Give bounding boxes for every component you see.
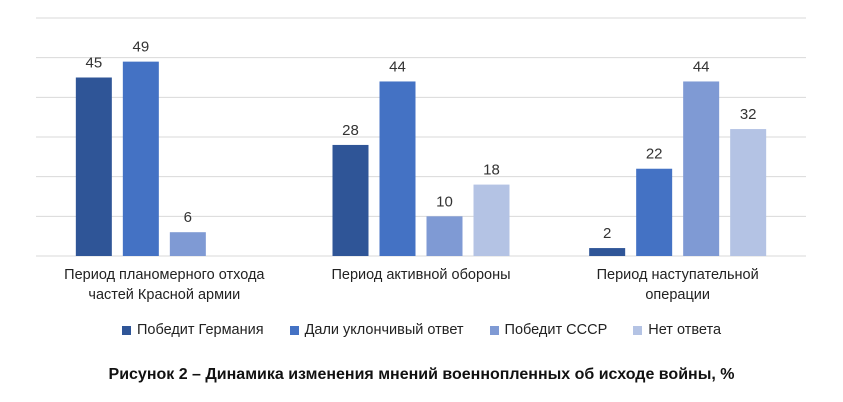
data-label: 6 bbox=[184, 209, 192, 226]
legend: Победит Германия Дали уклончивый ответ Поб… bbox=[0, 318, 843, 342]
data-label: 32 bbox=[740, 106, 757, 123]
data-label: 44 bbox=[389, 58, 406, 75]
bar bbox=[379, 81, 416, 256]
legend-item: Дали уклончивый ответ bbox=[289, 322, 464, 338]
legend-item: Нет ответа bbox=[633, 322, 721, 338]
bar bbox=[683, 81, 720, 256]
bars bbox=[75, 61, 767, 257]
data-label: 45 bbox=[85, 55, 102, 72]
legend-label: Победит Германия bbox=[136, 322, 264, 338]
gridlines bbox=[36, 17, 806, 257]
data-label: 28 bbox=[342, 122, 359, 139]
bar bbox=[169, 232, 206, 256]
legend-label: Победит СССР bbox=[504, 322, 608, 338]
bar bbox=[730, 129, 767, 256]
category-label: Период наступательной bbox=[597, 267, 759, 283]
bar bbox=[636, 168, 673, 256]
category-label: операции bbox=[645, 287, 710, 303]
data-label: 22 bbox=[646, 146, 663, 163]
bar bbox=[332, 144, 369, 256]
legend-item: Победит Германия bbox=[121, 322, 264, 338]
data-label: 18 bbox=[483, 162, 500, 179]
chart-caption: Рисунок 2 – Динамика изменения мнений во… bbox=[108, 366, 735, 383]
legend-label: Дали уклончивый ответ bbox=[304, 322, 464, 338]
bar bbox=[75, 77, 112, 256]
bar bbox=[589, 248, 626, 256]
bar bbox=[122, 61, 159, 257]
data-label: 2 bbox=[603, 225, 611, 242]
legend-swatch bbox=[289, 325, 299, 335]
category-label: Период планомерного отхода bbox=[64, 267, 265, 283]
legend-label: Нет ответа bbox=[648, 322, 722, 338]
category-label: Период активной обороны bbox=[331, 267, 510, 283]
data-label: 44 bbox=[693, 58, 710, 75]
category-labels: Период планомерного отхода частей Красной… bbox=[64, 267, 759, 303]
bar bbox=[426, 216, 463, 256]
legend-swatch bbox=[633, 325, 643, 335]
legend-swatch bbox=[121, 325, 131, 335]
legend-item: Победит СССР bbox=[489, 322, 608, 338]
legend-swatch bbox=[489, 325, 499, 335]
data-label: 10 bbox=[436, 193, 453, 210]
category-label: частей Красной армии bbox=[88, 287, 240, 303]
data-label: 49 bbox=[132, 39, 149, 56]
bar bbox=[473, 184, 510, 256]
